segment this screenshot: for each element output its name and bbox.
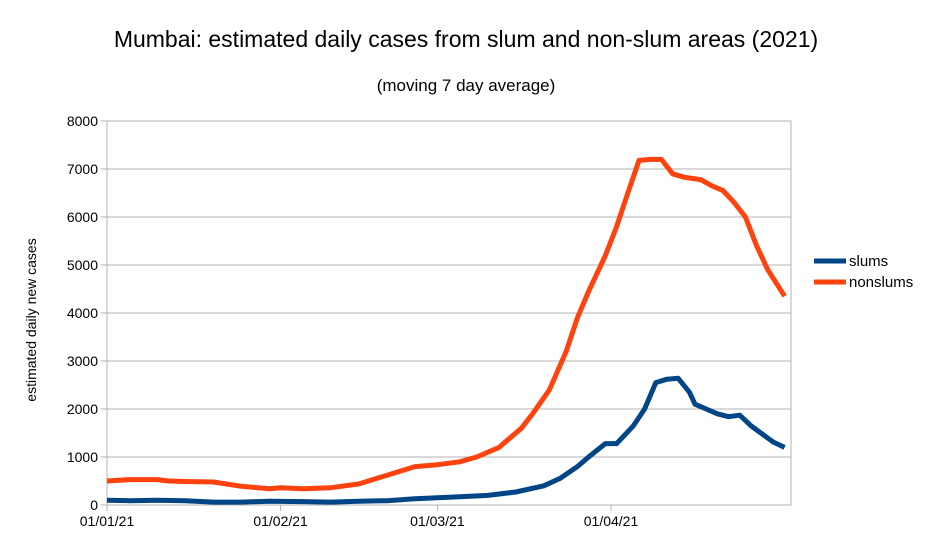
y-axis-ticks: 0 1000 2000 3000 4000 5000 6000 7000 8000 <box>67 113 107 513</box>
x-tick-label: 01/01/21 <box>80 513 135 529</box>
series-lines <box>106 156 787 505</box>
legend-label-slums: slums <box>849 253 888 270</box>
y-tick-label: 5000 <box>67 257 98 273</box>
y-tick-label: 1000 <box>67 449 98 465</box>
series-line-nonslums <box>106 156 787 492</box>
chart-subtitle: (moving 7 day average) <box>377 76 556 95</box>
y-tick-label: 3000 <box>67 353 98 369</box>
x-tick-label: 01/02/21 <box>253 513 308 529</box>
x-tick-label: 01/04/21 <box>584 513 639 529</box>
legend: slums nonslums <box>814 253 913 291</box>
y-tick-label: 0 <box>90 497 98 513</box>
y-tick-label: 2000 <box>67 401 98 417</box>
x-axis-ticks: 01/01/21 01/02/21 01/03/21 01/04/21 <box>80 505 639 529</box>
y-axis-label: estimated daily new cases <box>23 238 39 401</box>
chart-title: Mumbai: estimated daily cases from slum … <box>114 26 818 52</box>
y-tick-label: 6000 <box>67 209 98 225</box>
y-tick-label: 4000 <box>67 305 98 321</box>
y-tick-label: 7000 <box>67 161 98 177</box>
y-tick-label: 8000 <box>67 113 98 129</box>
x-tick-label: 01/03/21 <box>410 513 465 529</box>
legend-label-nonslums: nonslums <box>849 274 913 291</box>
